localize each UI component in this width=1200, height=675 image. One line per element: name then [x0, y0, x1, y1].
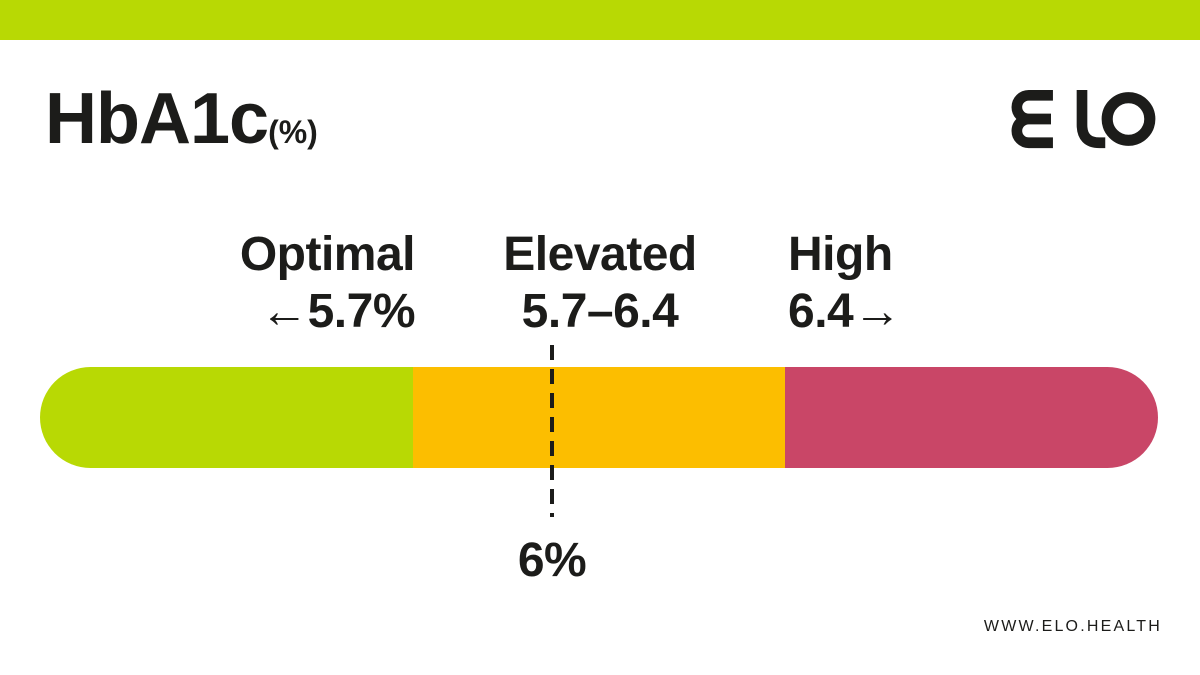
- website-url: WWW.ELO.HEALTH: [983, 618, 1162, 635]
- marker-dashed-line: [550, 345, 554, 517]
- segment-label-high: High 6.4→: [788, 226, 901, 340]
- segment-range-elevated: 5.7–6.4: [521, 285, 679, 338]
- segment-label-optimal: Optimal ←5.7%: [239, 226, 416, 340]
- hba1c-scale-bar: [40, 367, 1158, 468]
- elo-logo-icon: [1011, 89, 1156, 149]
- scale-segment-elevated: [412, 367, 786, 468]
- page-title-text: HbA1c: [45, 79, 269, 159]
- segment-range-high: 6.4→: [788, 285, 901, 338]
- segment-range-optimal: ←5.7%: [260, 285, 415, 338]
- page-title-unit: (%): [268, 114, 318, 150]
- scale-segment-high: [785, 367, 1158, 468]
- marker-value-label: 6%: [517, 534, 587, 587]
- logo-letter-o: [1101, 92, 1156, 146]
- logo-letter-l: [1076, 89, 1106, 149]
- top-accent-bar: [0, 0, 1200, 40]
- segment-name-optimal: Optimal: [239, 228, 416, 281]
- segment-name-high: High: [788, 228, 893, 281]
- segment-label-elevated: Elevated 5.7–6.4: [413, 226, 787, 340]
- page-title: HbA1c(%): [45, 78, 318, 160]
- segment-name-elevated: Elevated: [503, 228, 697, 281]
- scale-segment-optimal: [40, 367, 413, 468]
- logo-letter-e: [1011, 89, 1053, 149]
